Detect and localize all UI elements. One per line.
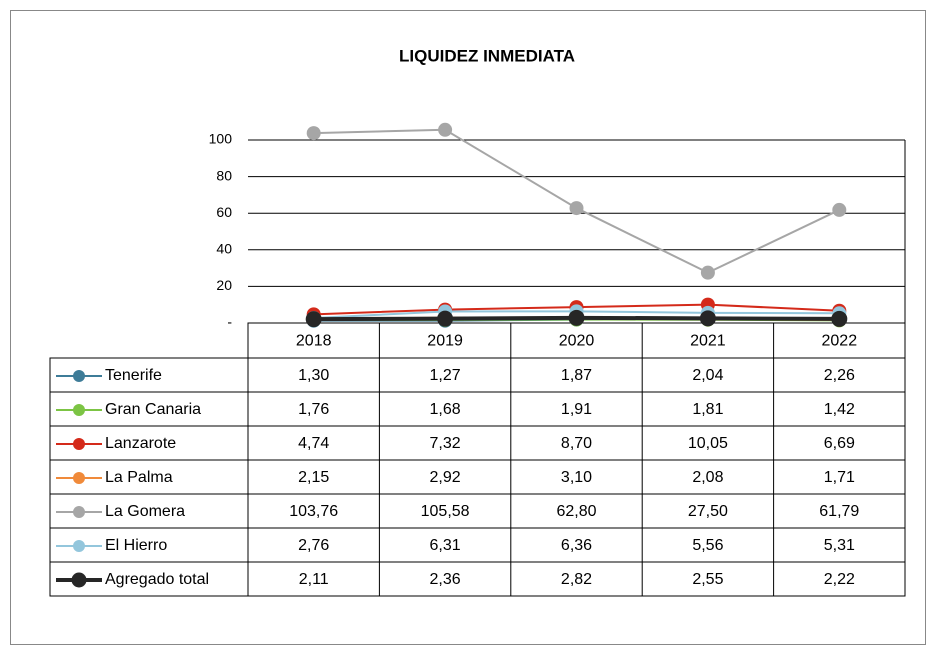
- legend-label: Gran Canaria: [105, 401, 201, 418]
- table-value: 6,36: [561, 537, 592, 554]
- y-tick-label: 40: [216, 241, 232, 257]
- table-value: 2,11: [299, 571, 329, 588]
- series-marker: [438, 122, 453, 137]
- table-value: 2,36: [430, 571, 461, 588]
- y-tick-label: -: [227, 314, 232, 330]
- table-value: 2,55: [692, 571, 723, 588]
- legend-key-marker: [73, 540, 85, 552]
- chart-title: LIQUIDEZ INMEDIATA: [399, 46, 575, 65]
- x-tick-label: 2022: [822, 333, 858, 350]
- table-value: 2,92: [430, 469, 461, 486]
- table-value: 1,91: [561, 401, 592, 418]
- table-value: 2,26: [824, 367, 855, 384]
- table-value: 1,68: [430, 401, 461, 418]
- legend-key-marker: [73, 370, 85, 382]
- series-marker: [832, 202, 847, 217]
- table-value: 1,42: [824, 401, 855, 418]
- table-value: 2,82: [561, 571, 592, 588]
- series-marker: [437, 310, 454, 327]
- table-value: 2,15: [298, 469, 329, 486]
- table-value: 1,27: [430, 367, 461, 384]
- chart-border: [10, 10, 926, 645]
- x-tick-label: 2021: [690, 333, 726, 350]
- series-marker: [305, 311, 322, 328]
- table-value: 5,31: [824, 537, 855, 554]
- table-value: 2,08: [692, 469, 723, 486]
- x-tick-label: 2020: [559, 333, 595, 350]
- series-marker: [568, 309, 585, 326]
- table-value: 1,71: [824, 469, 855, 486]
- table-value: 2,22: [824, 571, 855, 588]
- table-value: 1,30: [298, 367, 329, 384]
- legend-label: Lanzarote: [105, 435, 176, 452]
- table-value: 1,81: [692, 401, 723, 418]
- legend-label: La Palma: [105, 469, 173, 486]
- table-value: 61,79: [819, 503, 859, 520]
- table-value: 6,69: [824, 435, 855, 452]
- series-marker: [699, 310, 716, 327]
- legend-key-marker: [73, 404, 85, 416]
- table-value: 8,70: [561, 435, 592, 452]
- table-value: 27,50: [688, 503, 728, 520]
- table-value: 5,56: [692, 537, 723, 554]
- legend-label: Tenerife: [105, 367, 162, 384]
- y-tick-label: 60: [216, 204, 232, 220]
- table-value: 4,74: [298, 435, 329, 452]
- table-value: 6,31: [430, 537, 461, 554]
- y-tick-label: 80: [216, 167, 232, 183]
- series-marker: [306, 126, 321, 141]
- legend-key-marker: [73, 506, 85, 518]
- x-tick-label: 2019: [427, 333, 463, 350]
- series-marker: [700, 265, 715, 280]
- series-marker: [831, 310, 848, 327]
- table-value: 1,76: [298, 401, 329, 418]
- legend-label: La Gomera: [105, 503, 185, 520]
- table-value: 3,10: [561, 469, 592, 486]
- y-tick-label: 20: [216, 277, 232, 293]
- legend-key-marker: [71, 572, 87, 588]
- x-tick-label: 2018: [296, 333, 332, 350]
- table-value: 7,32: [430, 435, 461, 452]
- legend-label: El Hierro: [105, 537, 167, 554]
- legend-label: Agregado total: [105, 571, 209, 588]
- legend-key-marker: [73, 438, 85, 450]
- table-value: 2,76: [298, 537, 329, 554]
- table-value: 62,80: [556, 503, 596, 520]
- table-value: 2,04: [692, 367, 723, 384]
- series-marker: [569, 201, 584, 216]
- legend-key-marker: [73, 472, 85, 484]
- y-tick-label: 100: [209, 131, 233, 147]
- table-value: 10,05: [688, 435, 728, 452]
- table-value: 103,76: [289, 503, 338, 520]
- table-value: 1,87: [561, 367, 592, 384]
- table-value: 105,58: [421, 503, 470, 520]
